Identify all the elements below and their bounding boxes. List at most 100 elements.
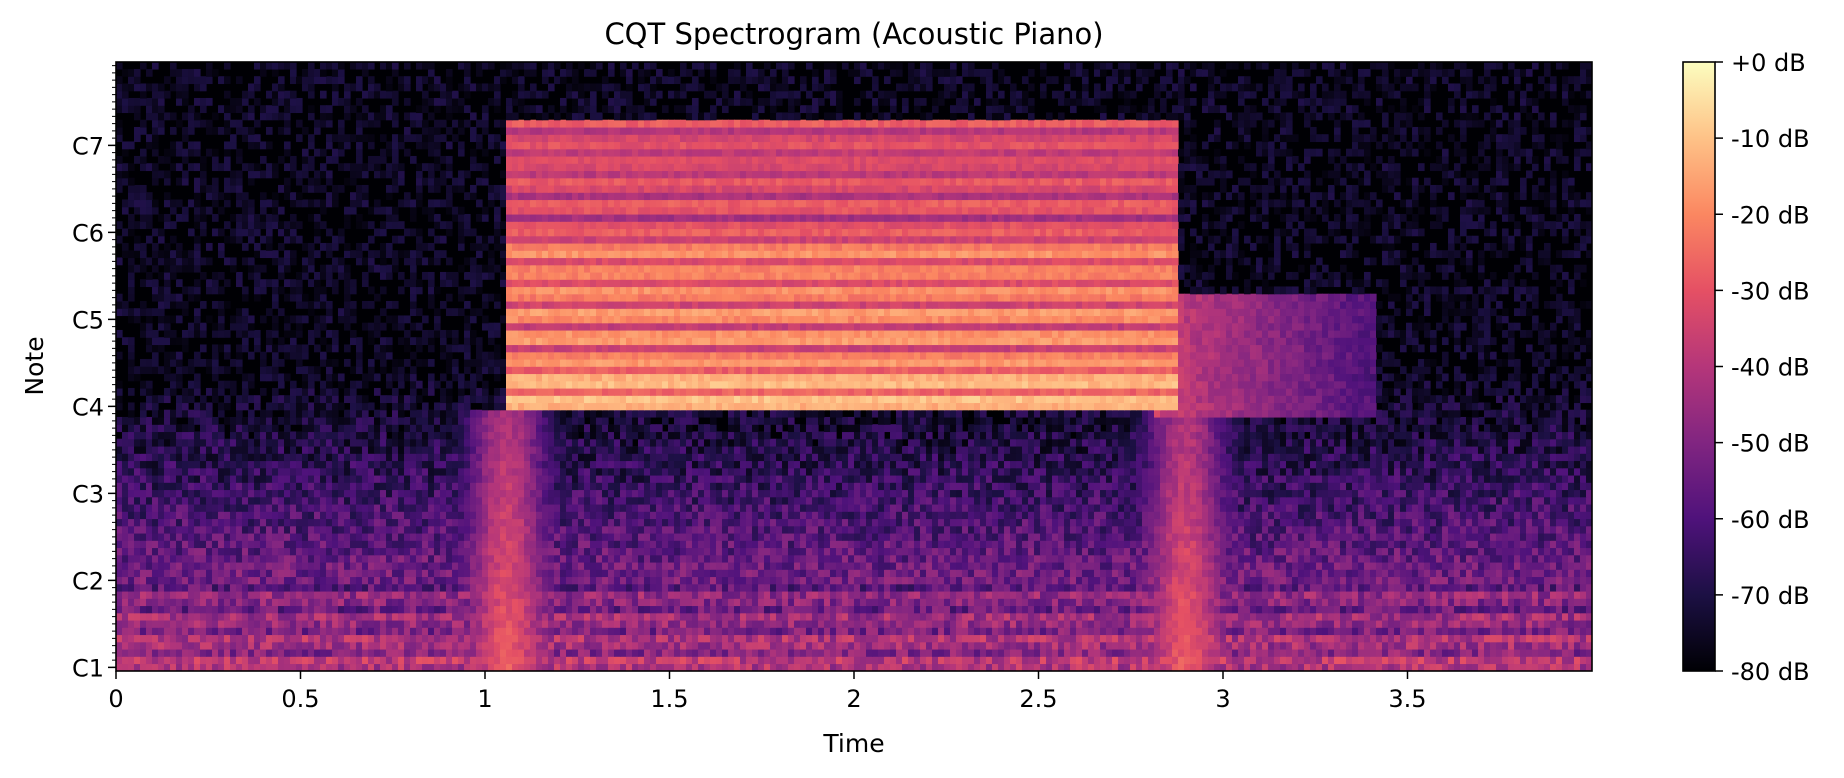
heatmap-cell	[332, 554, 339, 563]
heatmap-cell	[194, 540, 201, 549]
heatmap-cell	[674, 641, 681, 650]
heatmap-cell	[1112, 561, 1119, 570]
heatmap-cell	[302, 540, 309, 549]
heatmap-cell	[398, 540, 405, 549]
heatmap-cell	[980, 569, 987, 578]
heatmap-cell	[1400, 583, 1407, 592]
heatmap-cell	[314, 605, 321, 614]
heatmap-cell	[1106, 569, 1113, 578]
heatmap-cell	[908, 590, 915, 599]
heatmap-cell	[902, 569, 909, 578]
heatmap-cell	[1370, 627, 1377, 636]
heatmap-cell	[1004, 540, 1011, 549]
heatmap-cell	[1406, 583, 1413, 592]
heatmap-cell	[1118, 590, 1125, 599]
heatmap-cell	[998, 598, 1005, 607]
heatmap-cell	[356, 634, 363, 643]
heatmap-cell	[1532, 525, 1539, 534]
heatmap-cell	[548, 518, 555, 527]
heatmap-cell	[572, 583, 579, 592]
heatmap-cell	[482, 525, 489, 534]
heatmap-cell	[1046, 619, 1053, 628]
heatmap-cell	[542, 641, 549, 650]
heatmap-cell	[782, 619, 789, 628]
heatmap-cell	[638, 627, 645, 636]
heatmap-cell	[1520, 612, 1527, 621]
heatmap-cell	[608, 532, 615, 541]
heatmap-cell	[1184, 554, 1191, 563]
heatmap-cell	[380, 547, 387, 556]
heatmap-cell	[542, 583, 549, 592]
heatmap-cell	[626, 605, 633, 614]
heatmap-cell	[1364, 547, 1371, 556]
heatmap-cell	[446, 518, 453, 527]
heatmap-cell	[206, 532, 213, 541]
heatmap-cell	[1082, 569, 1089, 578]
heatmap-cell	[134, 648, 141, 657]
heatmap-cell	[1370, 612, 1377, 621]
heatmap-cell	[746, 605, 753, 614]
heatmap-cell	[254, 518, 261, 527]
heatmap-cell	[686, 605, 693, 614]
heatmap-cell	[758, 532, 765, 541]
heatmap-cell	[1076, 532, 1083, 541]
heatmap-cell	[368, 590, 375, 599]
heatmap-cell	[758, 576, 765, 585]
heatmap-cell	[362, 576, 369, 585]
heatmap-cell	[1340, 605, 1347, 614]
heatmap-cell	[1028, 590, 1035, 599]
heatmap-cell	[986, 561, 993, 570]
heatmap-cell	[824, 634, 831, 643]
heatmap-cell	[290, 612, 297, 621]
heatmap-cell	[872, 561, 879, 570]
heatmap-cell	[194, 590, 201, 599]
heatmap-cell	[1010, 569, 1017, 578]
heatmap-cell	[1412, 656, 1419, 665]
heatmap-cell	[686, 554, 693, 563]
heatmap-cell	[890, 619, 897, 628]
heatmap-cell	[1550, 590, 1557, 599]
heatmap-cell	[350, 663, 357, 671]
heatmap-cell	[1406, 634, 1413, 643]
heatmap-cell	[164, 583, 171, 592]
heatmap-cell	[1448, 532, 1455, 541]
heatmap-cell	[974, 656, 981, 665]
heatmap-cell	[932, 605, 939, 614]
heatmap-cell	[422, 598, 429, 607]
heatmap-cell	[674, 619, 681, 628]
heatmap-cell	[620, 619, 627, 628]
heatmap-cell	[1430, 583, 1437, 592]
heatmap-cell	[1424, 525, 1431, 534]
heatmap-cell	[1028, 569, 1035, 578]
heatmap-cell	[368, 540, 375, 549]
heatmap-cell	[1484, 641, 1491, 650]
heatmap-cell	[242, 554, 249, 563]
heatmap-cell	[1490, 590, 1497, 599]
heatmap-cell	[1496, 540, 1503, 549]
heatmap-cell	[1022, 641, 1029, 650]
heatmap-cell	[1502, 627, 1509, 636]
heatmap-cell	[1334, 634, 1341, 643]
heatmap-cell	[410, 525, 417, 534]
heatmap-cell	[944, 561, 951, 570]
heatmap-cell	[974, 547, 981, 556]
heatmap-cell	[1442, 634, 1449, 643]
heatmap-cell	[1238, 525, 1245, 534]
heatmap-cell	[1262, 634, 1269, 643]
heatmap-cell	[632, 540, 639, 549]
heatmap-cell	[470, 547, 477, 556]
heatmap-cell	[1442, 605, 1449, 614]
heatmap-cell	[746, 634, 753, 643]
heatmap-cell	[962, 634, 969, 643]
heatmap-cell	[524, 554, 531, 563]
heatmap-cell	[566, 605, 573, 614]
heatmap-cell	[116, 598, 123, 607]
heatmap-cell	[1010, 540, 1017, 549]
heatmap-cell	[1484, 627, 1491, 636]
heatmap-cell	[206, 619, 213, 628]
heatmap-cell	[1226, 554, 1233, 563]
heatmap-cell	[902, 612, 909, 621]
heatmap-cell	[434, 605, 441, 614]
heatmap-cell	[1058, 627, 1065, 636]
heatmap-cell	[914, 561, 921, 570]
